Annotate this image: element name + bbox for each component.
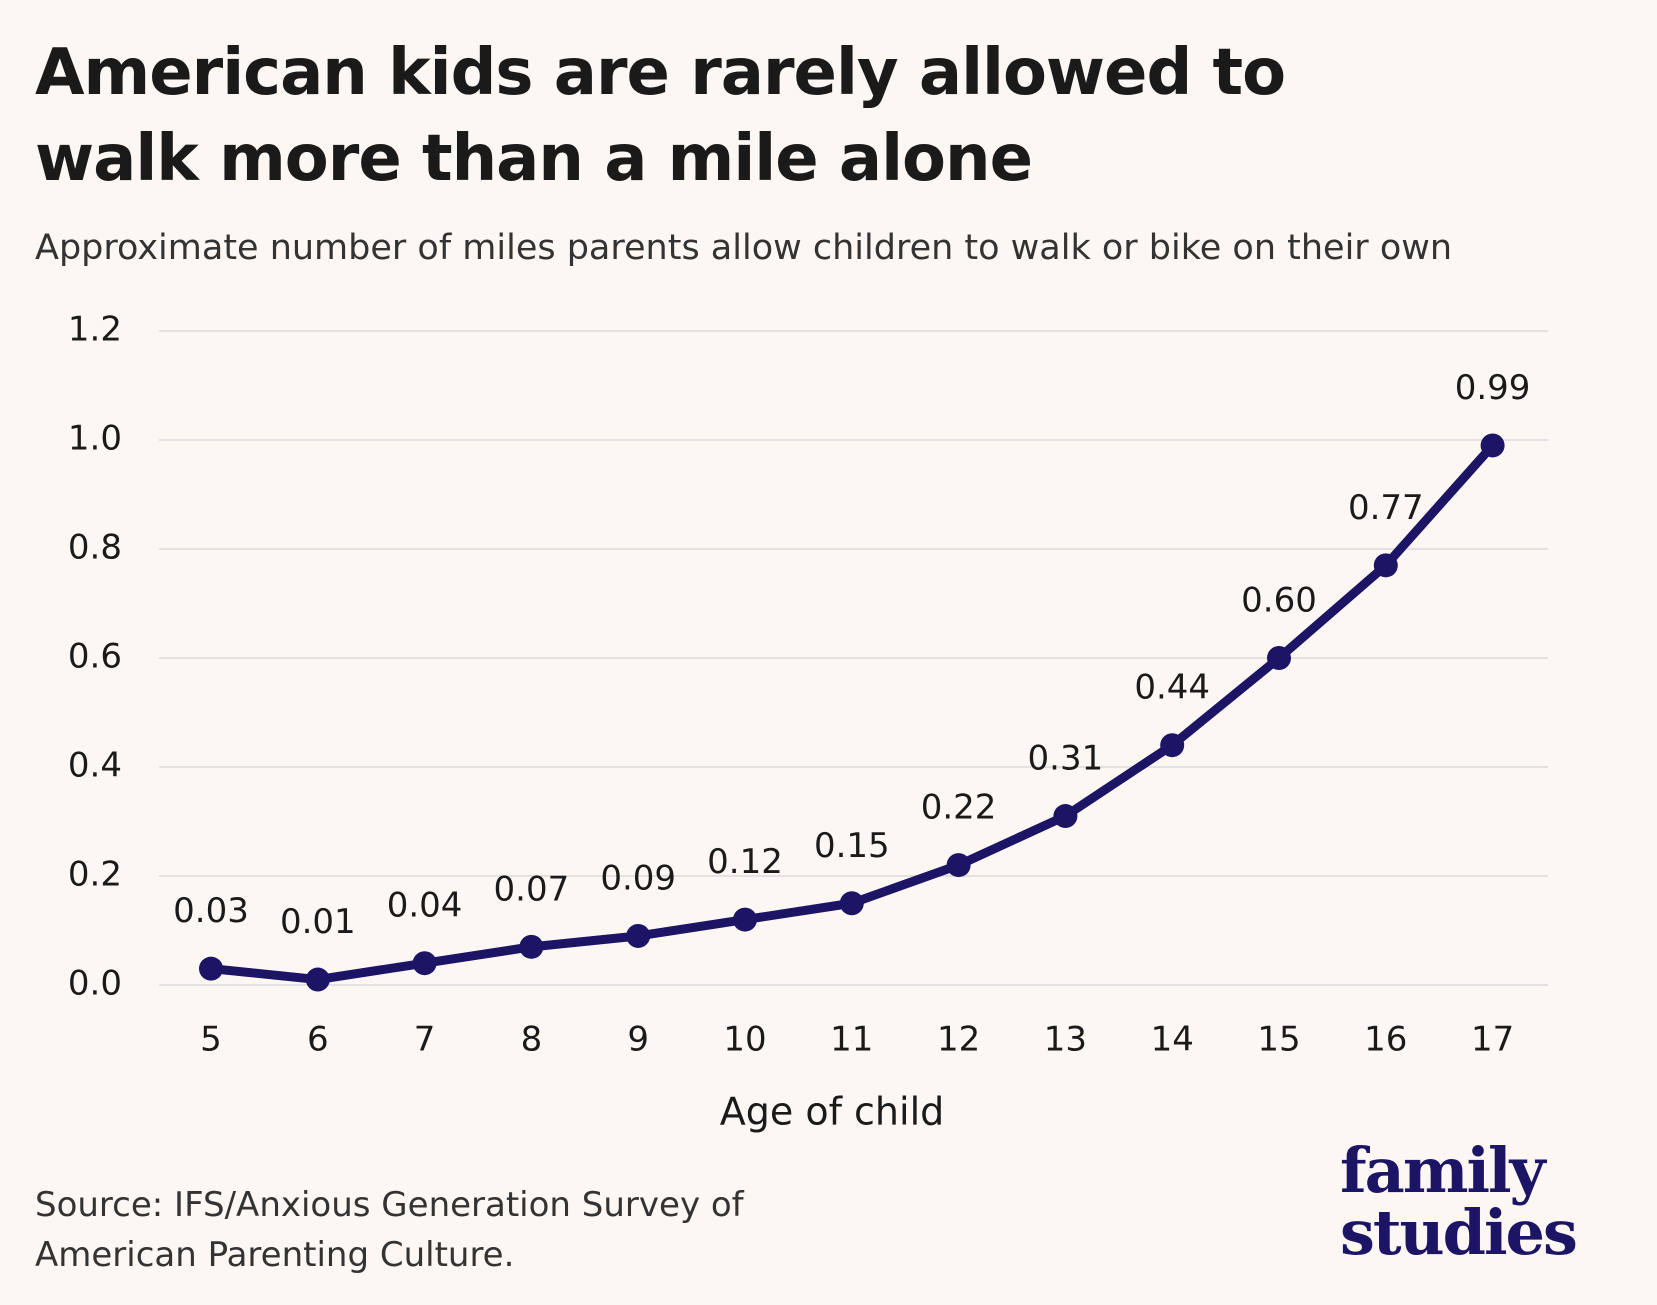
data-point	[1160, 733, 1185, 758]
data-label: 0.77	[1348, 488, 1424, 528]
x-tick-label: 15	[1257, 1020, 1300, 1060]
data-point	[1053, 804, 1078, 829]
data-point	[519, 934, 544, 959]
y-tick-label: 0.0	[68, 964, 122, 1004]
x-tick-label: 13	[1044, 1020, 1087, 1060]
data-label: 0.15	[814, 826, 890, 866]
data-point	[412, 951, 437, 976]
data-point	[1267, 646, 1291, 670]
data-point	[1373, 553, 1398, 578]
data-point	[946, 853, 971, 878]
x-tick-label: 14	[1151, 1020, 1194, 1060]
data-point	[839, 891, 864, 916]
data-label: 0.09	[600, 858, 676, 898]
data-point	[626, 923, 651, 948]
chart-subtitle: Approximate number of miles parents allo…	[35, 228, 1453, 268]
data-point	[305, 967, 330, 992]
data-point	[1480, 433, 1505, 458]
y-tick-label: 0.2	[68, 855, 122, 895]
data-label: 0.60	[1241, 581, 1317, 621]
data-point	[733, 907, 757, 932]
x-tick-label: 17	[1471, 1020, 1514, 1060]
x-tick-label: 8	[521, 1020, 543, 1060]
chart-title: American kids are rarely allowed to walk…	[35, 36, 1286, 196]
logo: family studies	[1340, 1134, 1578, 1269]
y-tick-label: 0.6	[68, 637, 122, 677]
chart: Age of child 0.0 0.2 0.4 0.6 0.8 1.0 1.2 5 6 7 8 9 1…	[68, 310, 1548, 1134]
x-tick-label: 5	[200, 1020, 222, 1060]
x-tick-label: 7	[414, 1020, 436, 1060]
data-label: 0.44	[1134, 668, 1210, 708]
x-tick-label: 12	[937, 1020, 980, 1060]
x-tick-label: 11	[830, 1020, 873, 1060]
y-tick-label: 0.8	[68, 528, 122, 568]
data-label: 0.22	[921, 788, 997, 828]
x-tick-label: 16	[1364, 1020, 1407, 1060]
data-label: 0.12	[707, 842, 783, 882]
data-label: 0.07	[494, 869, 570, 909]
x-axis-label: Age of child	[720, 1090, 945, 1134]
data-label: 0.01	[280, 902, 356, 942]
data-label: 0.31	[1028, 739, 1104, 779]
source-note: Source: IFS/Anxious Generation Survey of…	[35, 1185, 744, 1275]
data-label: 0.04	[387, 886, 463, 926]
y-tick-label: 0.4	[68, 746, 122, 786]
data-point	[199, 956, 223, 981]
data-label: 0.99	[1455, 368, 1531, 408]
x-tick-label: 9	[627, 1020, 649, 1060]
y-tick-label: 1.0	[68, 419, 122, 459]
y-tick-label: 1.2	[68, 310, 122, 350]
x-tick-label: 10	[723, 1020, 766, 1060]
x-tick-label: 6	[307, 1020, 329, 1060]
data-label: 0.03	[173, 891, 249, 931]
